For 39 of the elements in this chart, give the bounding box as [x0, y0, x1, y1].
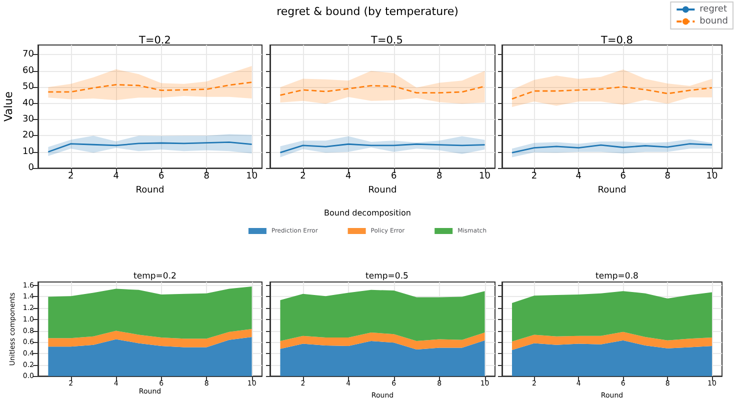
x-axis-title: Round — [368, 186, 397, 196]
line-series — [47, 141, 253, 153]
y-tick-label: 70 — [22, 50, 34, 60]
chart-title: temp=0.5 — [366, 272, 408, 282]
x-tick-label: 10 — [246, 172, 258, 182]
line-series — [47, 82, 253, 93]
chart-title: T=0.8 — [600, 34, 633, 46]
y-tick-label: 50 — [22, 82, 34, 92]
x-tick-label: 4 — [346, 172, 352, 182]
chart-title: temp=0.2 — [134, 272, 176, 282]
text: Bound decomposition — [324, 208, 411, 218]
x-tick-label: 10 — [479, 172, 491, 182]
legend-label: regret — [700, 4, 728, 14]
x-tick-label: 6 — [620, 172, 626, 182]
x-tick-label: 10 — [706, 172, 718, 182]
x-tick-label: 2 — [531, 172, 538, 182]
y-tick-label: 0 — [28, 163, 34, 174]
x-axis-title: Round — [598, 186, 626, 196]
legend-label: bound — [700, 16, 728, 26]
chart-title: temp=0.8 — [596, 272, 638, 282]
y-tick-label: 30 — [22, 114, 34, 125]
x-tick-label: 8 — [664, 172, 671, 182]
x-tick-label: 6 — [390, 172, 397, 182]
x-axis-title: Round — [136, 186, 164, 196]
x-tick-label: 2 — [68, 172, 74, 182]
x-tick-label: 8 — [204, 172, 210, 182]
x-tick-label: 4 — [113, 172, 120, 182]
x-tick-label: 2 — [300, 172, 306, 182]
x-tick-label: 6 — [158, 172, 164, 182]
text: regret & bound (by temperature) — [276, 5, 458, 18]
y-tick-label: 20 — [22, 130, 34, 141]
y-axis-title: Value — [2, 91, 15, 122]
x-tick-label: 4 — [576, 172, 582, 182]
y-tick-label: 40 — [22, 98, 34, 108]
y-tick-label: 60 — [22, 66, 34, 76]
y-tick-label: 10 — [22, 146, 34, 157]
x-tick-label: 8 — [436, 172, 442, 182]
chart-title: T=0.5 — [370, 34, 403, 46]
chart-title: T=0.2 — [138, 34, 171, 46]
